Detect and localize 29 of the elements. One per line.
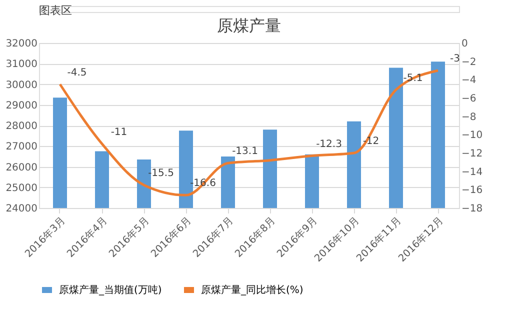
y2-tick-label: −16 (462, 185, 483, 196)
y-tick-label: 31000 (6, 59, 38, 70)
y2-tick-label: −10 (462, 130, 483, 142)
y2-tick-label: −18 (462, 204, 483, 214)
y-tick-label: 29000 (6, 100, 38, 112)
data-label: -11 (110, 126, 128, 138)
data-label: -13.1 (232, 146, 258, 158)
y2-tick-label: −14 (462, 166, 483, 178)
y2-tick-label: −8 (462, 112, 476, 123)
y-tick-label: 24000 (6, 204, 38, 214)
data-label: -3 (450, 54, 460, 64)
y-tick-label: 32000 (6, 38, 38, 50)
y2-tick-label: −2 (462, 56, 476, 68)
line-series (58, 69, 440, 196)
y-tick-label: 27000 (6, 142, 38, 153)
chart-title: 原煤产量 (217, 16, 281, 35)
legend-label: 原煤产量_同比增长(%) (201, 284, 304, 296)
y2-tick-label: −6 (462, 94, 476, 104)
y-tick-label: 28000 (6, 121, 38, 132)
y-tick-label: 30000 (6, 80, 38, 91)
y2-tick-label: −12 (462, 148, 483, 160)
y2-tick-label: −4 (462, 75, 476, 86)
data-label: -4.5 (67, 67, 87, 78)
legend-label: 原煤产量_当期值(万吨) (59, 284, 162, 296)
y2-tick-label: 0 (462, 38, 468, 50)
data-label: -12.3 (316, 138, 342, 150)
y-tick-label: 26000 (6, 162, 38, 174)
y-tick-label: 25000 (6, 182, 38, 194)
text: 图表区 (39, 4, 72, 17)
